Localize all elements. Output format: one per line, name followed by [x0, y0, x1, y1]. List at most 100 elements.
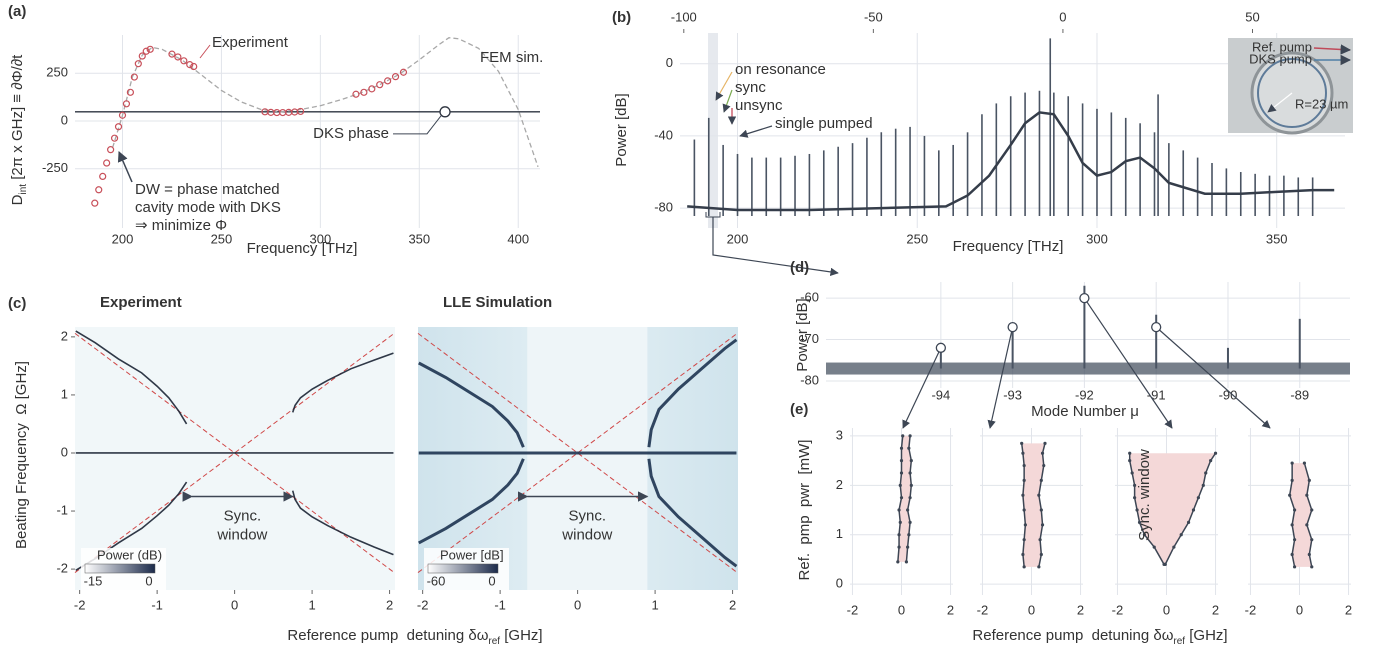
edge-point — [908, 434, 912, 438]
edge-point — [1307, 552, 1311, 557]
y-tick-label: 0 — [61, 112, 68, 127]
edge-point — [1310, 538, 1314, 542]
x-tick-label: -92 — [1075, 387, 1094, 402]
panel-label: (a) — [8, 3, 26, 20]
y-tick-label: 0 — [666, 55, 673, 70]
top-tick-label: -100 — [671, 9, 697, 24]
data-point — [110, 134, 119, 142]
inset-arrow — [1313, 44, 1352, 55]
colorbar-label: Power [dB] — [440, 547, 504, 562]
sync-label: Sync. — [224, 507, 262, 524]
data-point — [168, 50, 176, 58]
data-point — [180, 57, 188, 65]
x-tick-label: 300 — [310, 231, 332, 246]
y-axis-label: Ref. pmp pwr [mW] — [796, 440, 813, 581]
x-tick-label: -2 — [74, 597, 86, 612]
colorbar-tick: 0 — [145, 573, 152, 588]
x-axis-label: Frequency [THz] — [953, 238, 1064, 255]
edge-point — [1039, 508, 1043, 512]
x-tick-label: -90 — [1219, 387, 1238, 402]
annotation: cavity mode with DKS — [135, 199, 281, 216]
window-edge — [1020, 443, 1027, 567]
edge-point — [898, 520, 902, 524]
edge-point — [1042, 463, 1046, 468]
data-point — [352, 90, 360, 98]
x-tick-label: 0 — [231, 597, 238, 612]
edge-point — [1037, 493, 1041, 497]
edge-point — [904, 560, 909, 564]
colorbar — [84, 563, 156, 574]
edge-point — [1290, 523, 1294, 527]
x-tick-label: -2 — [847, 602, 859, 617]
x-tick-label: 250 — [906, 231, 928, 246]
sync-label: window — [216, 526, 267, 543]
y-tick-label: 0 — [836, 576, 843, 591]
edge-point — [1292, 508, 1297, 512]
connector — [987, 327, 1014, 429]
arrow — [722, 89, 733, 113]
edge-point — [1022, 508, 1026, 512]
x-axis-label: Mode Number μ — [1031, 403, 1139, 420]
arrow — [117, 151, 133, 183]
asymptote — [74, 332, 396, 574]
beat-curve — [647, 458, 738, 568]
panel-label: (b) — [612, 9, 631, 26]
data-point — [122, 100, 131, 108]
x-tick-label: 2 — [1345, 602, 1352, 617]
edge-point — [1039, 552, 1043, 557]
edge-point — [1022, 478, 1026, 482]
x-tick-label: -89 — [1290, 387, 1309, 402]
x-tick-label: 0 — [1028, 602, 1035, 617]
edge-point — [898, 483, 902, 487]
colorbar-tick: -15 — [84, 573, 103, 588]
y-tick-label: -250 — [42, 160, 68, 175]
edge-point — [1290, 552, 1294, 557]
edge-point — [901, 434, 905, 438]
data-point — [296, 107, 305, 116]
y-axis-label-sub: int — [18, 184, 29, 195]
y-tick-label: -80 — [654, 200, 673, 215]
data-point — [174, 53, 182, 61]
series-label: Experiment — [212, 34, 289, 51]
edge-point — [1305, 523, 1309, 527]
edge-point — [1209, 459, 1213, 463]
x-tick-label: 350 — [408, 231, 430, 246]
inset-radius — [1267, 92, 1293, 113]
x-axis-label-rest: [GHz] — [500, 627, 543, 644]
annotation: DW = phase matched — [135, 181, 280, 198]
annotation: ⇒ minimize Φ — [135, 217, 227, 234]
data-point — [114, 123, 123, 131]
x-tick-label: 1 — [308, 597, 315, 612]
edge-point — [1307, 478, 1311, 482]
y-tick-label: -60 — [800, 290, 819, 305]
data-point — [103, 159, 111, 167]
edge-point — [1021, 493, 1025, 497]
edge-point — [1128, 459, 1132, 463]
edge-point — [1142, 533, 1147, 537]
selected-mode — [1007, 321, 1018, 333]
edge-point — [1037, 565, 1041, 569]
data-point — [118, 111, 127, 119]
edge-point — [1305, 493, 1309, 497]
edge-point — [1137, 520, 1142, 524]
panel-label: (c) — [8, 295, 26, 312]
y-axis-label: Power [dB] — [794, 298, 811, 371]
colorbar — [427, 563, 499, 574]
edge-point — [1135, 508, 1139, 512]
x-axis-label: Frequency [THz] — [247, 240, 358, 257]
edge-point — [1213, 451, 1218, 455]
y-tick-label: -80 — [800, 372, 819, 387]
annotation: on resonance — [735, 61, 826, 78]
data-point — [360, 88, 368, 96]
edge-point — [1022, 538, 1026, 542]
edge-point — [1290, 461, 1294, 465]
x-axis-label: Reference pump detuning δωref [GHz] — [287, 627, 542, 647]
x-tick-label: -2 — [417, 597, 429, 612]
top-tick-label: 0 — [1059, 9, 1066, 24]
selected-mode — [1151, 321, 1162, 333]
beat-curve — [647, 338, 738, 448]
x-tick-label: -2 — [1112, 602, 1124, 617]
data-point — [130, 73, 138, 81]
